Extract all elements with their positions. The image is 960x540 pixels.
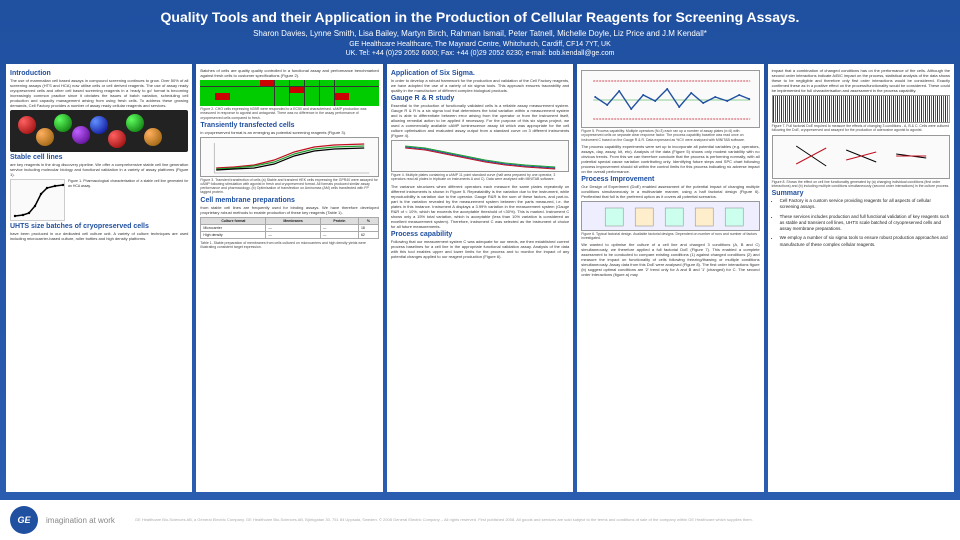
sixsigma-text: In order to develop a robust framework f… <box>391 78 569 93</box>
column-4: Figure 5. Process capability. Multiple o… <box>577 64 763 492</box>
column-1: Introduction The use of mammalian cell b… <box>6 64 192 492</box>
fig3-caption: Figure 3. Transient transfection of cell… <box>200 178 378 195</box>
process-title: Process capability <box>391 231 569 238</box>
gauge-figure: Figure 4. Multiple plates containing a c… <box>391 140 569 181</box>
intro-title: Introduction <box>10 70 188 77</box>
uhts-text: have been produced in our dedicated cell… <box>10 231 188 241</box>
process-cap-chart <box>581 70 759 128</box>
process-text: Following that our measurement system C … <box>391 239 569 259</box>
fig4-caption: Figure 4. Multiple plates containing a c… <box>391 173 569 181</box>
multiline-chart <box>200 137 378 177</box>
poster-columns: Introduction The use of mammalian cell b… <box>6 64 954 492</box>
poster-title: Quality Tools and their Application in t… <box>6 9 954 25</box>
table1-caption: Table 1. Stable preparation of membranes… <box>200 241 378 249</box>
heatmap-chart <box>200 80 378 106</box>
sixsigma-title: Application of Six Sigma. <box>391 70 569 77</box>
variance-text: The variance structures when different o… <box>391 184 569 229</box>
multiline-figure: Figure 3. Transient transfection of cell… <box>200 137 378 195</box>
column-3: Application of Six Sigma. In order to de… <box>387 64 573 492</box>
fig6-caption: Figure 6. Typical factorial design. Avai… <box>581 232 759 240</box>
process-cap-figure: Figure 5. Process capability. Multiple o… <box>581 70 759 142</box>
dose-figure: Figure 1. Pharmacological characterisati… <box>10 179 188 221</box>
summary-item-3: We employ a number of six sigma tools to… <box>780 235 950 248</box>
stable-title: Stable cell lines <box>10 154 188 161</box>
barcode-chart <box>772 95 950 123</box>
trans-text: in cryopreserved format is an emerging a… <box>200 130 378 135</box>
cells-image <box>10 110 188 152</box>
table-1: Culture formatMembranesProtein% Microcar… <box>200 217 378 239</box>
ge-logo-icon: GE <box>10 506 38 534</box>
factorial-figure: Figure 6. Typical factorial design. Avai… <box>581 201 759 240</box>
fig7-caption: Figure 7. Full factorial DoE required to… <box>772 124 950 132</box>
heatmap-figure: Figure 2. CHO cells expressing hGBR were… <box>200 80 378 120</box>
stable-text: are key reagents in the drug discovery p… <box>10 162 188 177</box>
interaction-chart <box>772 135 950 179</box>
poster-header: Quality Tools and their Application in t… <box>6 6 954 64</box>
footer-disclaimer: GE Healthcare Bio-Sciences AB, a General… <box>135 517 950 522</box>
gauge-title: Gauge R & R study <box>391 95 569 102</box>
dose-curve-chart <box>10 179 65 221</box>
column-2: Batches of cells are quality quality con… <box>196 64 382 492</box>
summary-list: Cell Factory is a custom service providi… <box>772 198 950 248</box>
process-cap-text: The process capability experiments were … <box>581 144 759 174</box>
membrane-title: Cell membrane preparations <box>200 197 378 204</box>
intro-text: The use of mammalian cell based assays i… <box>10 78 188 108</box>
poster-affil1: GE Healthcare Healthcare, The Maynard Ce… <box>6 40 954 49</box>
fig5-caption: Figure 5. Process capability. Multiple o… <box>581 129 759 142</box>
footer: GE imagination at work GE Healthcare Bio… <box>0 500 960 540</box>
summary-item-1: Cell Factory is a custom service providi… <box>780 198 950 211</box>
footer-tagline: imagination at work <box>46 516 115 525</box>
gauge-text: Essential to the production of functiona… <box>391 103 569 138</box>
summary-title: Summary <box>772 190 950 197</box>
column-5: impact that a combination of changed con… <box>768 64 954 492</box>
improve-title: Process Improvement <box>581 176 759 183</box>
uhts-title: UHTS size batches of cryopreserved cells <box>10 223 188 230</box>
barcode-figure: Figure 7. Full factorial DoE required to… <box>772 95 950 132</box>
fig8-caption: Figure 8. Shows the effect on cell line … <box>772 180 950 188</box>
poster-affil2: UK. Tel: +44 (0)29 2052 6000; Fax: +44 (… <box>6 49 954 58</box>
poster-authors: Sharon Davies, Lynne Smith, Lisa Bailey,… <box>6 29 954 38</box>
fig2-caption: Figure 2. CHO cells expressing hGBR were… <box>200 107 378 120</box>
gauge-chart <box>391 140 569 172</box>
batch-text: Batches of cells are quality quality con… <box>200 68 378 78</box>
optimise-text: We wanted to optimise the culture of a c… <box>581 242 759 277</box>
trans-title: Transiently transfected cells <box>200 122 378 129</box>
improve-text: Our Design of Experiment (DoE) enabled a… <box>581 184 759 199</box>
fig1-caption: Figure 1. Pharmacological characterisati… <box>68 179 188 188</box>
summary-item-2: These services includes production and f… <box>780 214 950 233</box>
interaction-figure: Figure 8. Shows the effect on cell line … <box>772 135 950 188</box>
impact-text: impact that a combination of changed con… <box>772 68 950 93</box>
factorial-chart <box>581 201 759 231</box>
poster-container: Quality Tools and their Application in t… <box>0 0 960 500</box>
cells-figure <box>10 110 188 152</box>
membrane-text: from stable cell lines are frequently us… <box>200 205 378 215</box>
